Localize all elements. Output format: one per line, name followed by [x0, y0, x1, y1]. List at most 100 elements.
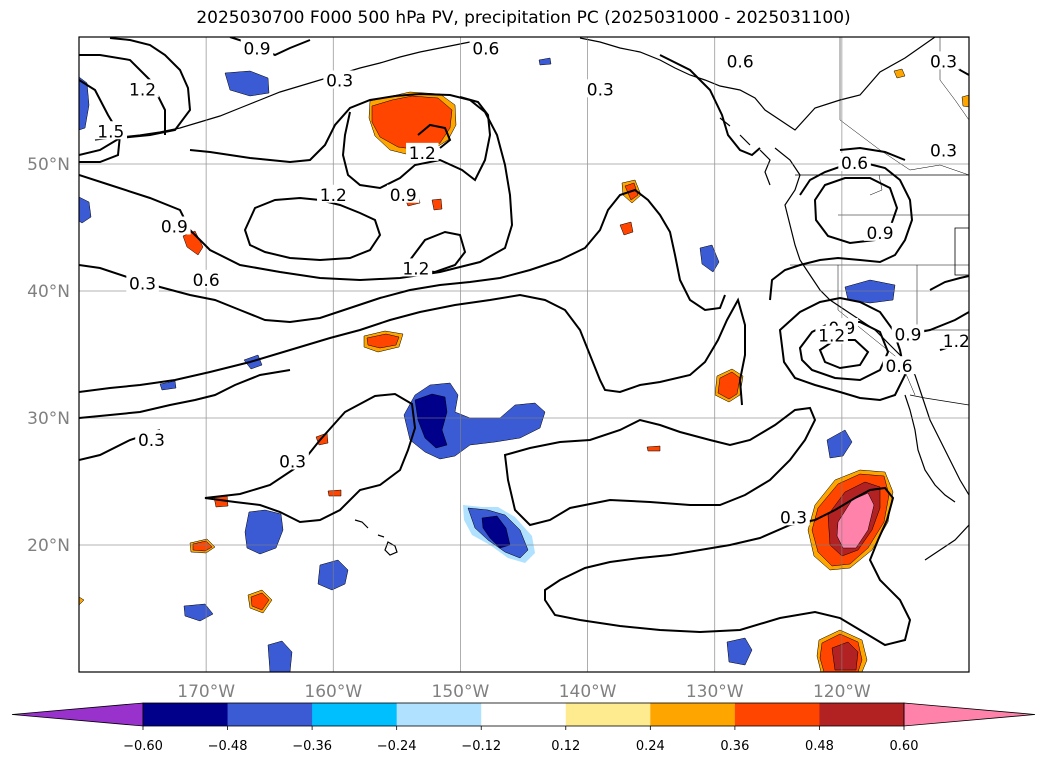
contour-label: 0.3 — [276, 451, 309, 472]
us-mexico-border — [909, 394, 969, 406]
map-title: 2025030700 F000 500 hPa PV, precipitatio… — [196, 8, 851, 28]
precip-blob — [726, 637, 753, 666]
colorbar-tick-label: −0.60 — [123, 739, 163, 754]
svg-text:1.2: 1.2 — [129, 80, 156, 100]
precip-blob — [250, 592, 270, 611]
latitude-tick-label: 50°N — [27, 155, 70, 175]
colorbar-tick-label: −0.24 — [377, 739, 417, 754]
contour-label: 0.3 — [927, 140, 960, 161]
longitude-tick-label: 150°W — [432, 682, 490, 702]
colorbar-tick-label: −0.12 — [461, 739, 501, 754]
precip-blob — [414, 393, 448, 449]
colorbar-segment — [143, 703, 229, 726]
contour-label: 1.2 — [317, 184, 350, 206]
svg-text:0.9: 0.9 — [243, 40, 270, 60]
pv-contour — [79, 293, 746, 406]
precip-blob — [366, 333, 400, 349]
latitude-tick-label: 20°N — [27, 536, 70, 556]
svg-text:0.3: 0.3 — [138, 431, 165, 451]
svg-text:1.2: 1.2 — [943, 332, 970, 352]
contour-label: 0.3 — [927, 51, 960, 72]
svg-text:1.5: 1.5 — [97, 122, 124, 142]
precip-blob — [717, 371, 741, 400]
latitude-tick-label: 30°N — [27, 409, 70, 429]
longitude-tick-label: 130°W — [686, 682, 744, 702]
pv-contour — [79, 369, 291, 419]
colorbar-tick-label: 0.24 — [636, 739, 665, 754]
province-border — [839, 37, 969, 176]
contour-label: 0.6 — [838, 153, 871, 174]
colorbar-tick-label: 0.48 — [805, 739, 834, 754]
colorbar-tick-label: 0.36 — [720, 739, 749, 754]
colorbar-tick-label: −0.48 — [208, 739, 248, 754]
colorbar-segment — [227, 703, 313, 726]
pv-contour — [659, 54, 761, 157]
contour-label: 0.6 — [723, 51, 757, 72]
contour-label: 1.2 — [406, 142, 439, 164]
svg-text:0.3: 0.3 — [129, 275, 156, 295]
state-border — [837, 265, 916, 396]
contour-label: 0.9 — [158, 216, 191, 238]
pv-contour — [503, 406, 817, 527]
coastline — [774, 147, 969, 496]
pv-contour — [813, 177, 899, 245]
precip-blob — [538, 57, 552, 66]
contour-label: 1.5 — [94, 121, 128, 142]
contour-label: 1.2 — [126, 79, 159, 100]
contour-label: 0.3 — [135, 429, 168, 451]
colorbar-extend-low — [11, 702, 144, 727]
state-border — [954, 227, 969, 276]
colorbar-tick-label: −0.36 — [292, 739, 332, 754]
contour-label: 0.9 — [863, 222, 897, 244]
precip-blob — [481, 515, 511, 549]
svg-text:0.9: 0.9 — [390, 186, 417, 206]
precip-blob — [79, 196, 92, 224]
contour-label: 1.2 — [940, 330, 970, 352]
precip-blob — [431, 198, 443, 211]
colorbar-tick-label: 0.12 — [551, 739, 580, 754]
precip-blob — [192, 540, 213, 552]
svg-text:0.6: 0.6 — [886, 357, 913, 377]
pv-contour — [778, 296, 907, 402]
contour-label: 0.6 — [189, 269, 223, 291]
coastline — [579, 37, 969, 131]
contour-label: 0.3 — [323, 70, 356, 91]
svg-text:0.6: 0.6 — [841, 154, 868, 174]
svg-text:0.3: 0.3 — [326, 71, 353, 91]
colorbar-tick-label: 0.60 — [890, 739, 919, 754]
svg-text:0.6: 0.6 — [472, 40, 499, 60]
precip-blob — [619, 221, 634, 236]
precip-blob — [371, 95, 453, 151]
svg-text:0.9: 0.9 — [894, 325, 921, 345]
svg-text:1.2: 1.2 — [320, 186, 347, 206]
pv-contour — [79, 37, 192, 156]
longitude-tick-label: 160°W — [304, 682, 362, 702]
colorbar-segment — [565, 703, 651, 726]
svg-text:0.9: 0.9 — [161, 218, 188, 238]
svg-text:1.2: 1.2 — [402, 259, 429, 279]
colorbar-segment — [312, 703, 398, 726]
colorbar-extend-high — [903, 702, 1036, 727]
precip-blob — [244, 509, 284, 555]
longitude-tick-label: 120°W — [813, 682, 871, 702]
precip-blob — [224, 70, 270, 97]
contour-label: 0.6 — [882, 356, 916, 377]
svg-text:0.3: 0.3 — [930, 141, 957, 161]
precip-blob — [699, 244, 720, 273]
colorbar-segment — [396, 703, 482, 726]
contour-label: 1.2 — [399, 258, 433, 279]
longitude-tick-labels: 170°W 160°W 150°W 140°W 130°W 120°W — [177, 682, 871, 702]
pv-contour — [79, 92, 514, 282]
longitude-tick-label: 170°W — [177, 682, 235, 702]
colorbar: −0.60 −0.48 −0.36 −0.24 −0.12 0.12 0.24 0.36 0.4… — [11, 702, 1036, 754]
colorbar-segment — [819, 703, 905, 726]
precip-blob — [79, 76, 90, 131]
map-background — [79, 37, 969, 672]
coastline — [904, 394, 956, 503]
svg-text:0.3: 0.3 — [780, 508, 807, 528]
contour-label: 0.6 — [469, 38, 503, 60]
precip-blob — [646, 445, 661, 452]
precip-blob — [961, 94, 969, 108]
contour-label: 0.3 — [584, 79, 617, 100]
